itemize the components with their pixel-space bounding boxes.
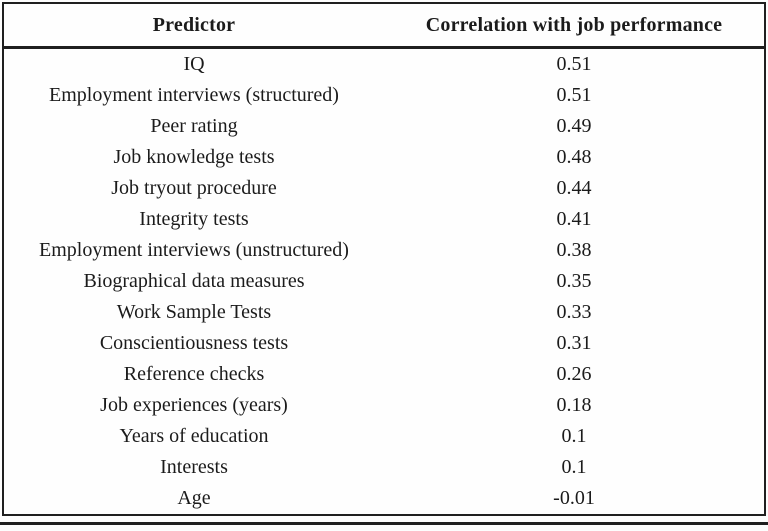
table-row: Integrity tests 0.41 (3, 204, 765, 235)
table-row: Employment interviews (structured) 0.51 (3, 80, 765, 111)
predictor-cell: Years of education (119, 425, 269, 447)
predictor-cell: Job experiences (years) (100, 394, 288, 416)
predictor-cell: Interests (160, 456, 228, 478)
predictor-cell: Integrity tests (139, 208, 249, 230)
table-container: Predictor Correlation with job performan… (2, 2, 766, 516)
correlation-cell: 0.49 (556, 115, 592, 137)
predictor-cell: Employment interviews (structured) (49, 84, 339, 106)
predictor-cell: Biographical data measures (83, 270, 305, 292)
predictor-cell: Job tryout procedure (111, 177, 277, 199)
predictor-cell: Age (177, 487, 211, 509)
predictor-cell: Work Sample Tests (116, 301, 272, 323)
correlation-cell: 0.1 (561, 456, 587, 478)
table-row: Job experiences (years) 0.18 (3, 390, 765, 421)
predictor-cell: Employment interviews (unstructured) (39, 239, 349, 261)
correlation-cell: -0.01 (553, 487, 595, 509)
table-row: Conscientiousness tests 0.31 (3, 328, 765, 359)
predictor-cell: Job knowledge tests (113, 146, 275, 168)
correlation-cell: 0.26 (556, 363, 592, 385)
bottom-double-rule (0, 522, 768, 525)
table-row: Reference checks 0.26 (3, 359, 765, 390)
correlation-column-header: Correlation with job performance (384, 3, 765, 49)
correlation-cell: 0.35 (556, 270, 592, 292)
correlation-cell: 0.44 (556, 177, 592, 199)
table-row: Employment interviews (unstructured) 0.38 (3, 235, 765, 266)
table-row: Years of education 0.1 (3, 421, 765, 452)
correlation-cell: 0.51 (556, 84, 592, 106)
table-row: Peer rating 0.49 (3, 111, 765, 142)
table-row: Work Sample Tests 0.33 (3, 297, 765, 328)
correlation-cell: 0.38 (556, 239, 592, 261)
predictor-cell: Peer rating (150, 115, 238, 137)
predictor-cell: IQ (183, 53, 205, 75)
table-row: Biographical data measures 0.35 (3, 266, 765, 297)
predictor-cell: Reference checks (123, 363, 265, 385)
table-row: Age -0.01 (3, 483, 765, 515)
table-row: Job knowledge tests 0.48 (3, 142, 765, 173)
predictor-cell: Conscientiousness tests (99, 332, 289, 354)
predictor-column-header: Predictor (3, 3, 384, 49)
correlation-cell: 0.51 (556, 53, 592, 75)
correlation-cell: 0.41 (556, 208, 592, 230)
correlation-cell: 0.18 (556, 394, 592, 416)
correlation-cell: 0.31 (556, 332, 592, 354)
table-row: Job tryout procedure 0.44 (3, 173, 765, 204)
predictor-correlation-table: Predictor Correlation with job performan… (2, 2, 766, 516)
header-row: Predictor Correlation with job performan… (3, 3, 765, 49)
table-row: IQ 0.51 (3, 48, 765, 81)
correlation-cell: 0.48 (556, 146, 592, 168)
table-row: Interests 0.1 (3, 452, 765, 483)
correlation-cell: 0.33 (556, 301, 592, 323)
correlation-cell: 0.1 (561, 425, 587, 447)
